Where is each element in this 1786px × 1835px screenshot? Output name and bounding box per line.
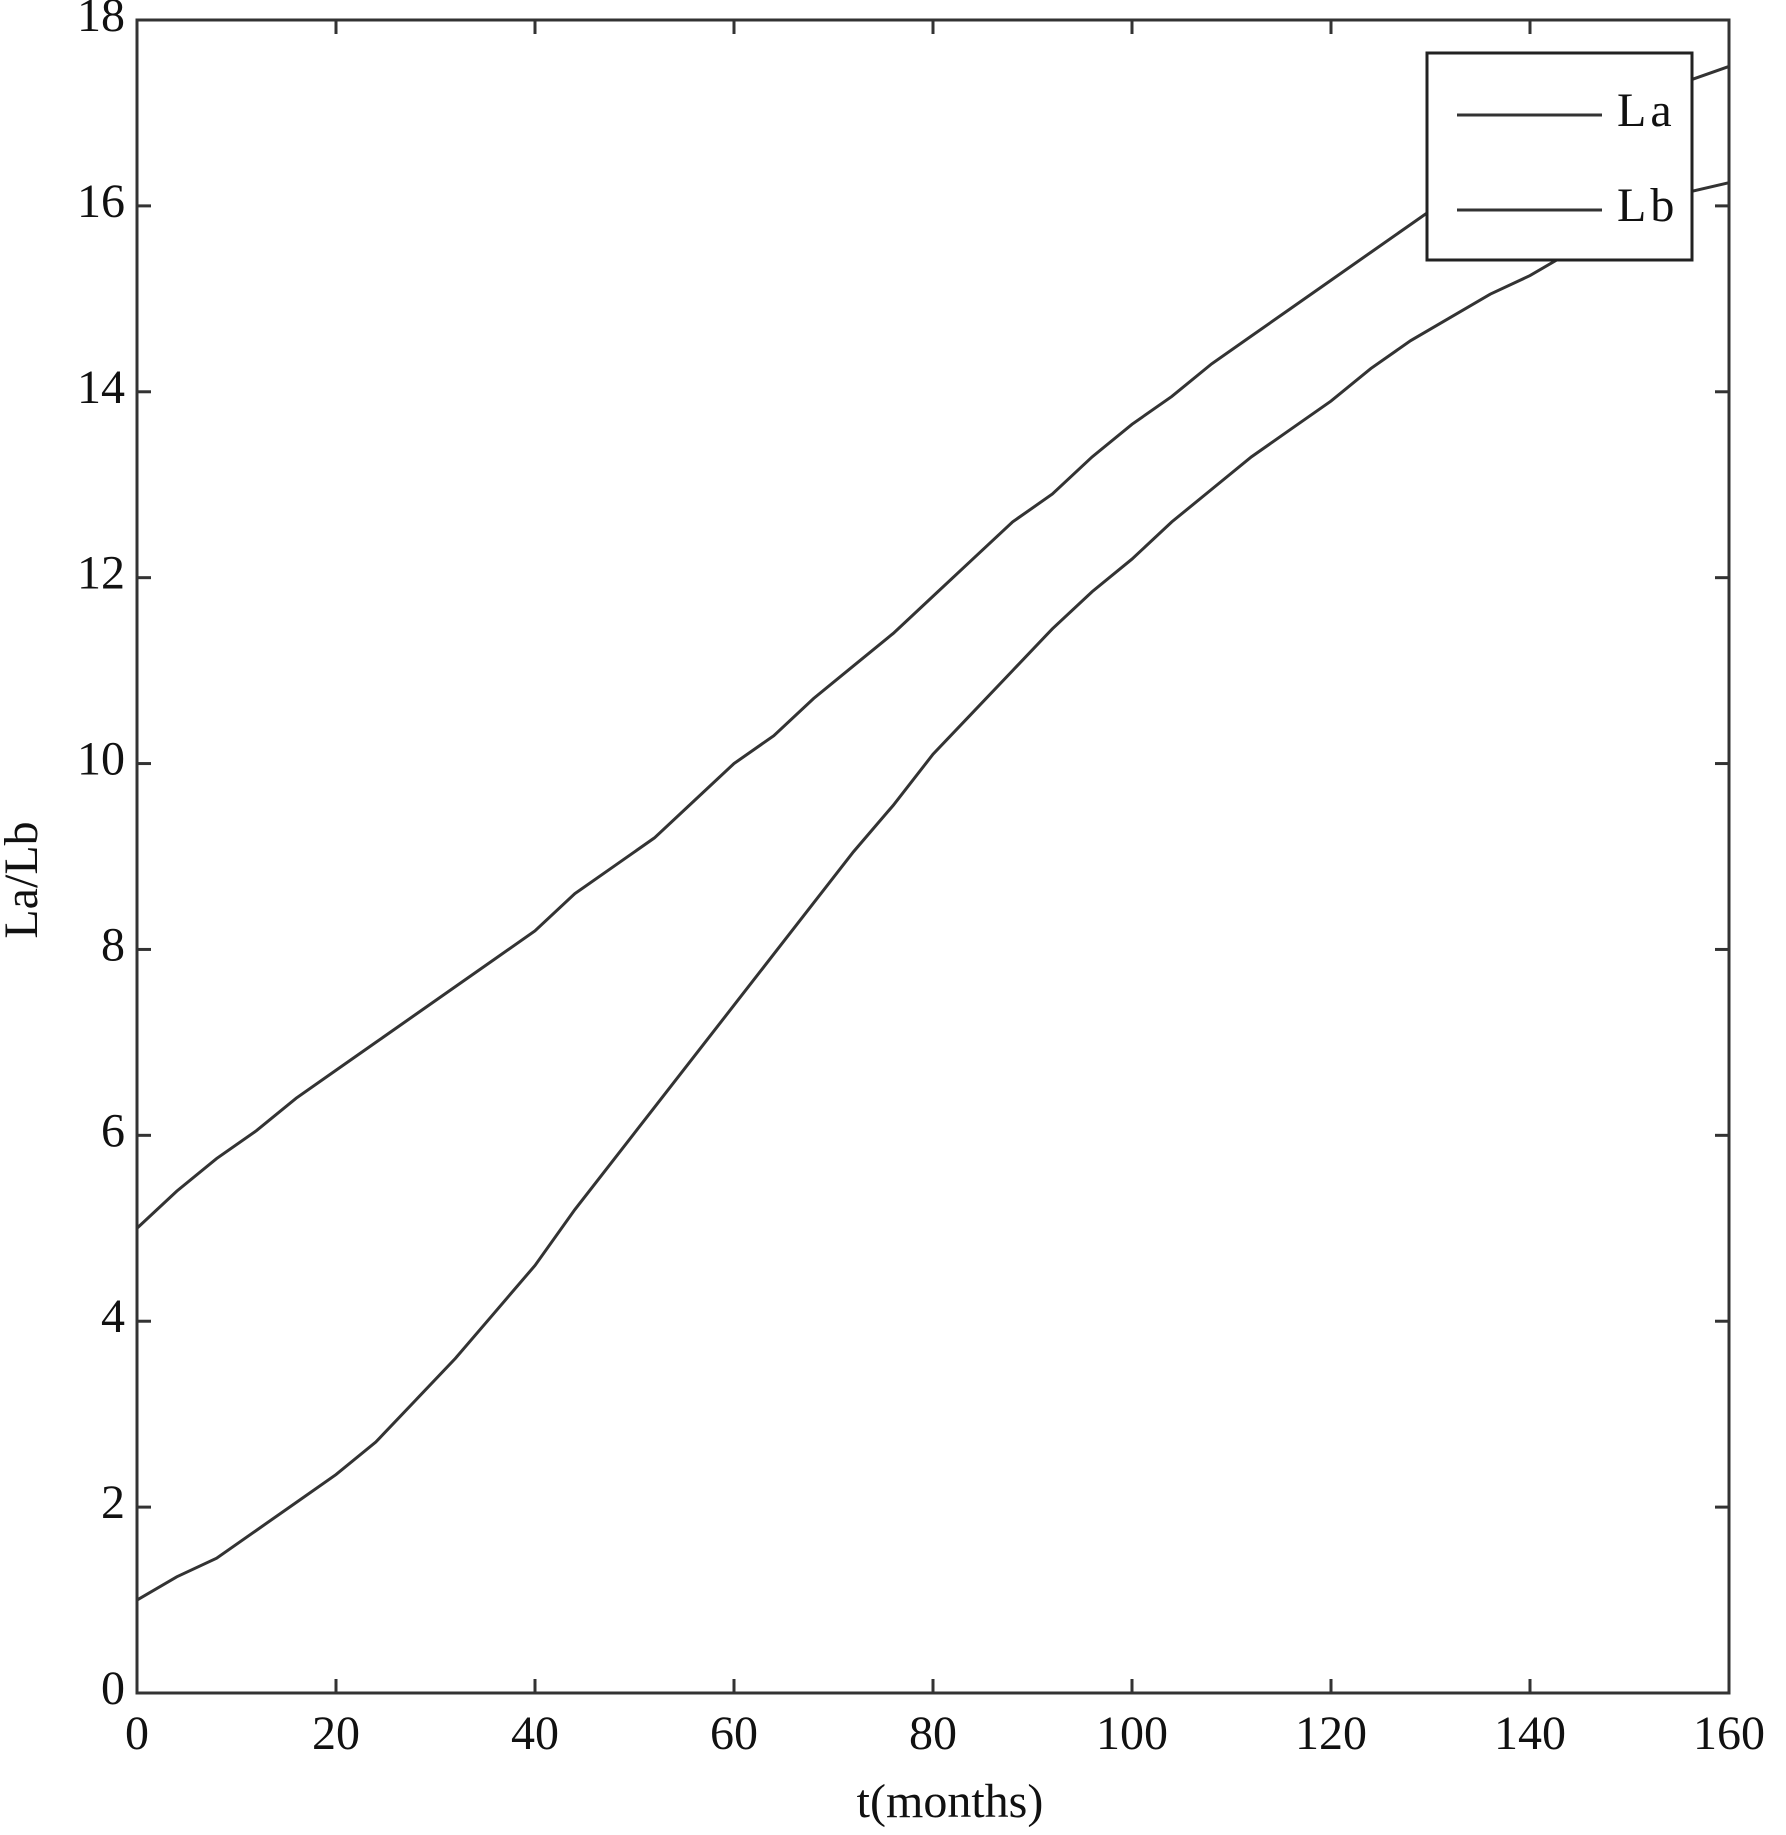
x-tick-label: 40 [511, 1707, 559, 1760]
series-line [136, 181, 1730, 1602]
x-tick-label: 20 [312, 1707, 360, 1760]
x-tick-label: 120 [1295, 1707, 1367, 1760]
y-tick-label: 14 [77, 361, 125, 414]
y-tick-label: 16 [77, 175, 125, 228]
legend-label: La [1617, 84, 1676, 137]
legend-box [1425, 51, 1694, 262]
x-tick-label: 0 [125, 1707, 149, 1760]
x-tick-label: 60 [710, 1707, 758, 1760]
y-tick-label: 6 [101, 1104, 125, 1157]
x-tick-label: 100 [1096, 1707, 1168, 1760]
y-tick-label: 8 [101, 918, 125, 971]
y-tick-label: 4 [101, 1290, 125, 1343]
y-axis-label: La/Lb [0, 821, 48, 938]
x-tick-label: 140 [1494, 1707, 1566, 1760]
y-tick-label: 0 [101, 1662, 125, 1715]
x-tick-label: 160 [1693, 1707, 1765, 1760]
plot-frame [135, 18, 1731, 1695]
y-tick-label: 18 [77, 0, 125, 42]
x-axis-label: t(months) [857, 1775, 1044, 1828]
y-tick-label: 10 [77, 733, 125, 786]
y-tick-label: 12 [77, 547, 125, 600]
x-tick-label: 80 [909, 1707, 957, 1760]
y-tick-label: 2 [101, 1476, 125, 1529]
legend-label: Lb [1617, 179, 1678, 232]
